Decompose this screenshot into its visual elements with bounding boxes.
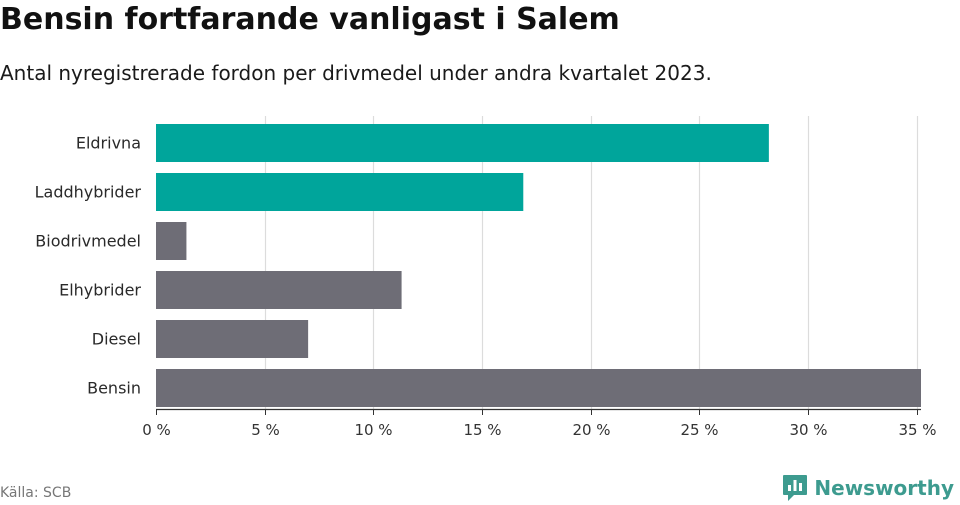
bar-elhybrider <box>156 271 402 309</box>
category-labels: Eldrivna Laddhybrider Biodrivmedel Elhybrid… <box>35 134 142 398</box>
bars <box>156 124 921 407</box>
chart-subtitle: Antal nyregistrerade fordon per drivmede… <box>0 61 712 85</box>
x-tick-label: 25 % <box>680 421 718 439</box>
x-tick-label: 0 % <box>142 421 171 439</box>
x-tick-label: 20 % <box>572 421 610 439</box>
category-label: Elhybrider <box>59 281 141 300</box>
bar-bensin <box>156 369 921 407</box>
x-tick-label: 10 % <box>354 421 392 439</box>
bar-biodrivmedel <box>156 222 187 260</box>
newsworthy-logo-icon <box>783 475 808 501</box>
x-tick-label: 5 % <box>251 421 280 439</box>
category-label: Laddhybrider <box>35 183 142 202</box>
x-tick-label: 35 % <box>898 421 936 439</box>
category-label: Eldrivna <box>76 134 141 153</box>
category-label: Diesel <box>92 330 141 349</box>
gridlines <box>264 116 919 409</box>
source-note: Källa: SCB <box>0 485 72 501</box>
category-label: Biodrivmedel <box>35 232 141 251</box>
brand-logo: Newsworthy <box>782 474 954 502</box>
brand-name: Newsworthy <box>814 476 954 500</box>
bar-diesel <box>156 320 309 358</box>
bar-eldrivna <box>156 124 769 162</box>
x-tick-label: 15 % <box>463 421 501 439</box>
x-axis: 0 % 5 % 10 % 15 % 20 % 25 % 30 % 35 % <box>142 408 937 439</box>
x-tick-label: 30 % <box>789 421 827 439</box>
category-label: Bensin <box>87 379 141 398</box>
bar-laddhybrider <box>156 173 524 211</box>
bar-chart: Eldrivna Laddhybrider Biodrivmedel Elhybrid… <box>35 116 937 439</box>
chart-title: Bensin fortfarande vanligast i Salem <box>0 2 620 37</box>
